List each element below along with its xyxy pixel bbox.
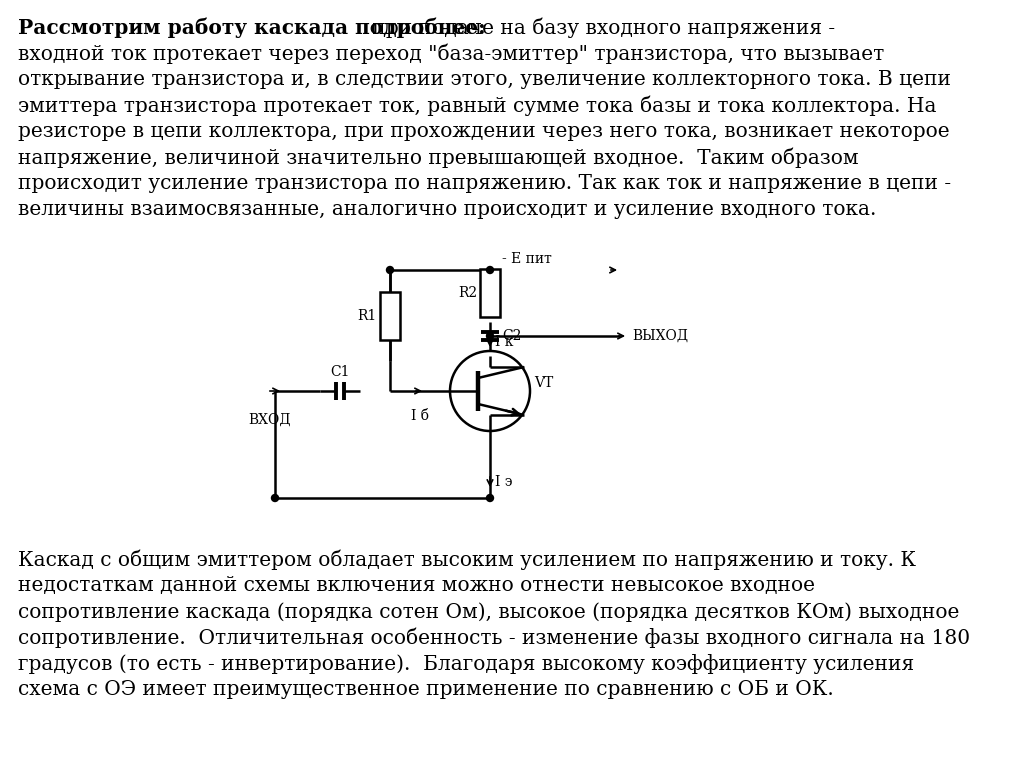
Bar (380, 292, 400, 339)
Text: происходит усиление транзистора по напряжению. Так как ток и напряжение в цепи -: происходит усиление транзистора по напря… (18, 174, 951, 193)
Text: при подаче на базу входного напряжения -: при подаче на базу входного напряжения - (366, 18, 836, 38)
Text: ВЫХОД: ВЫХОД (632, 329, 688, 343)
Circle shape (486, 266, 494, 273)
Text: VT: VT (534, 376, 553, 390)
Circle shape (486, 333, 494, 339)
Text: открывание транзистора и, в следствии этого, увеличение коллекторного тока. В це: открывание транзистора и, в следствии эт… (18, 70, 951, 89)
Circle shape (386, 266, 393, 273)
Text: I б: I б (411, 409, 429, 423)
Text: напряжение, величиной значительно превышающей входное.  Таким образом: напряжение, величиной значительно превыш… (18, 148, 859, 168)
Text: I к: I к (495, 335, 513, 349)
Text: Рассмотрим работу каскада подробнее:: Рассмотрим работу каскада подробнее: (18, 18, 485, 38)
Text: сопротивление.  Отличительная особенность - изменение фазы входного сигнала на 1: сопротивление. Отличительная особенность… (18, 628, 970, 648)
Circle shape (271, 495, 279, 502)
Text: величины взаимосвязанные, аналогично происходит и усиление входного тока.: величины взаимосвязанные, аналогично про… (18, 200, 877, 219)
Text: C2: C2 (502, 329, 521, 343)
Text: - Е пит: - Е пит (502, 252, 552, 266)
Text: Каскад с общим эмиттером обладает высоким усилением по напряжению и току. К: Каскад с общим эмиттером обладает высоки… (18, 550, 916, 571)
Text: сопротивление каскада (порядка сотен Ом), высокое (порядка десятков КОм) выходно: сопротивление каскада (порядка сотен Ом)… (18, 602, 959, 621)
Circle shape (486, 495, 494, 502)
Text: схема с ОЭ имеет преимущественное применение по сравнению с ОБ и ОК.: схема с ОЭ имеет преимущественное примен… (18, 680, 834, 699)
Text: недостаткам данной схемы включения можно отнести невысокое входное: недостаткам данной схемы включения можно… (18, 576, 815, 595)
Bar (480, 269, 500, 317)
Text: градусов (то есть - инвертирование).  Благодаря высокому коэффициенту усиления: градусов (то есть - инвертирование). Бла… (18, 654, 914, 674)
Text: I э: I э (495, 475, 512, 489)
Text: ВХОД: ВХОД (249, 413, 291, 427)
Text: R1: R1 (357, 309, 377, 323)
Text: R2: R2 (458, 286, 477, 300)
Text: резисторе в цепи коллектора, при прохождении через него тока, возникает некоторо: резисторе в цепи коллектора, при прохожд… (18, 122, 949, 141)
Text: эмиттера транзистора протекает ток, равный сумме тока базы и тока коллектора. На: эмиттера транзистора протекает ток, равн… (18, 96, 937, 117)
Text: C1: C1 (331, 365, 350, 379)
Text: входной ток протекает через переход "база-эмиттер" транзистора, что вызывает: входной ток протекает через переход "баз… (18, 44, 885, 65)
